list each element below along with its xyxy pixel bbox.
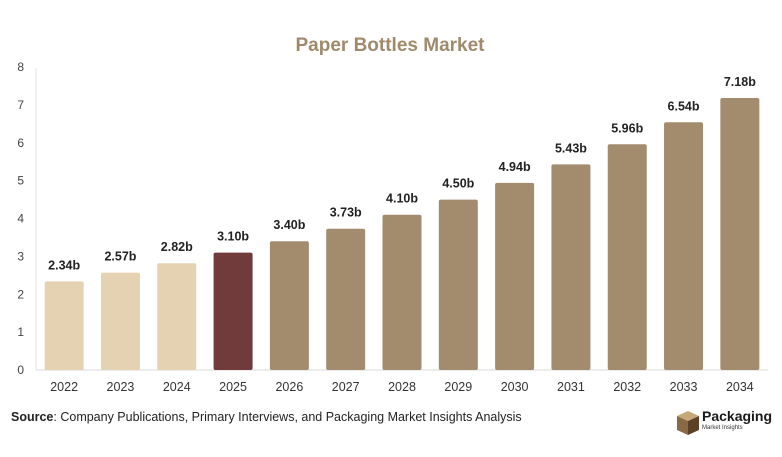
source-label: Source: [11, 410, 54, 424]
y-tick-label: 4: [17, 212, 24, 226]
data-label-2030: 4.94b: [499, 160, 531, 174]
source-text: : Company Publications, Primary Intervie…: [53, 410, 522, 424]
data-labels: 2.34b 2.57b 2.82b 3.10b 3.40b 3.73b 4.10b 4.50b…: [48, 75, 756, 272]
data-label-2028: 4.10b: [386, 192, 418, 206]
source-note: Source: Company Publications, Primary In…: [11, 410, 522, 424]
x-tick-label-2024: 2024: [163, 380, 191, 394]
x-tick-label-2026: 2026: [275, 380, 303, 394]
brand-logo: Packaging Market Insights: [675, 406, 775, 440]
y-tick-label: 7: [17, 98, 24, 112]
x-tick-label-2029: 2029: [444, 380, 472, 394]
bar-2022: [44, 281, 84, 370]
data-label-2022: 2.34b: [48, 258, 80, 272]
bar-2024: [157, 263, 197, 370]
data-label-2024: 2.82b: [161, 240, 193, 254]
box-icon: [677, 411, 699, 435]
y-tick-label: 3: [17, 249, 24, 263]
data-label-2027: 3.73b: [330, 206, 362, 220]
data-label-2031: 5.43b: [555, 141, 587, 155]
y-tick-label: 2: [17, 287, 24, 301]
x-tick-label-2028: 2028: [388, 380, 416, 394]
logo-name: Packaging: [702, 408, 773, 424]
y-tick-label: 5: [17, 174, 24, 188]
x-tick-label-2027: 2027: [332, 380, 360, 394]
data-label-2023: 2.57b: [104, 250, 136, 264]
bar-2032: [607, 144, 647, 370]
x-tick-label-2023: 2023: [107, 380, 135, 394]
data-label-2034: 7.18b: [724, 75, 756, 89]
y-tick-label: 0: [17, 363, 24, 377]
x-tick-label-2032: 2032: [613, 380, 641, 394]
x-tick-label-2031: 2031: [557, 380, 585, 394]
bar-2031: [551, 164, 591, 370]
bar-2027: [326, 228, 366, 370]
y-axis-ticks: 0 1 2 3 4 5 6 7 8: [17, 60, 24, 377]
x-tick-label-2025: 2025: [219, 380, 247, 394]
data-label-2029: 4.50b: [442, 177, 474, 191]
bars: [44, 98, 760, 371]
x-tick-label-2033: 2033: [670, 380, 698, 394]
y-tick-label: 8: [17, 60, 24, 74]
y-tick-label: 6: [17, 136, 24, 150]
data-label-2025: 3.10b: [217, 230, 249, 244]
logo-subtitle: Market Insights: [702, 425, 743, 431]
bar-2023: [100, 272, 140, 370]
data-label-2032: 5.96b: [611, 121, 643, 135]
bar-2034: [720, 98, 760, 371]
data-label-2033: 6.54b: [668, 99, 700, 113]
bar-2033: [664, 122, 704, 370]
y-tick-label: 1: [17, 325, 24, 339]
bar-2025: [213, 252, 253, 370]
bar-2026: [269, 241, 309, 370]
x-tick-label-2022: 2022: [50, 380, 78, 394]
x-tick-label-2034: 2034: [726, 380, 754, 394]
x-tick-label-2030: 2030: [501, 380, 529, 394]
x-axis-ticks: 2022 2023 2024 2025 2026 2027 2028 2029 2030 2031…: [50, 380, 754, 394]
bar-2030: [495, 182, 535, 370]
data-label-2026: 3.40b: [273, 218, 305, 232]
chart-title: Paper Bottles Market: [295, 35, 485, 56]
bar-2029: [438, 199, 478, 370]
bar-2028: [382, 214, 422, 370]
